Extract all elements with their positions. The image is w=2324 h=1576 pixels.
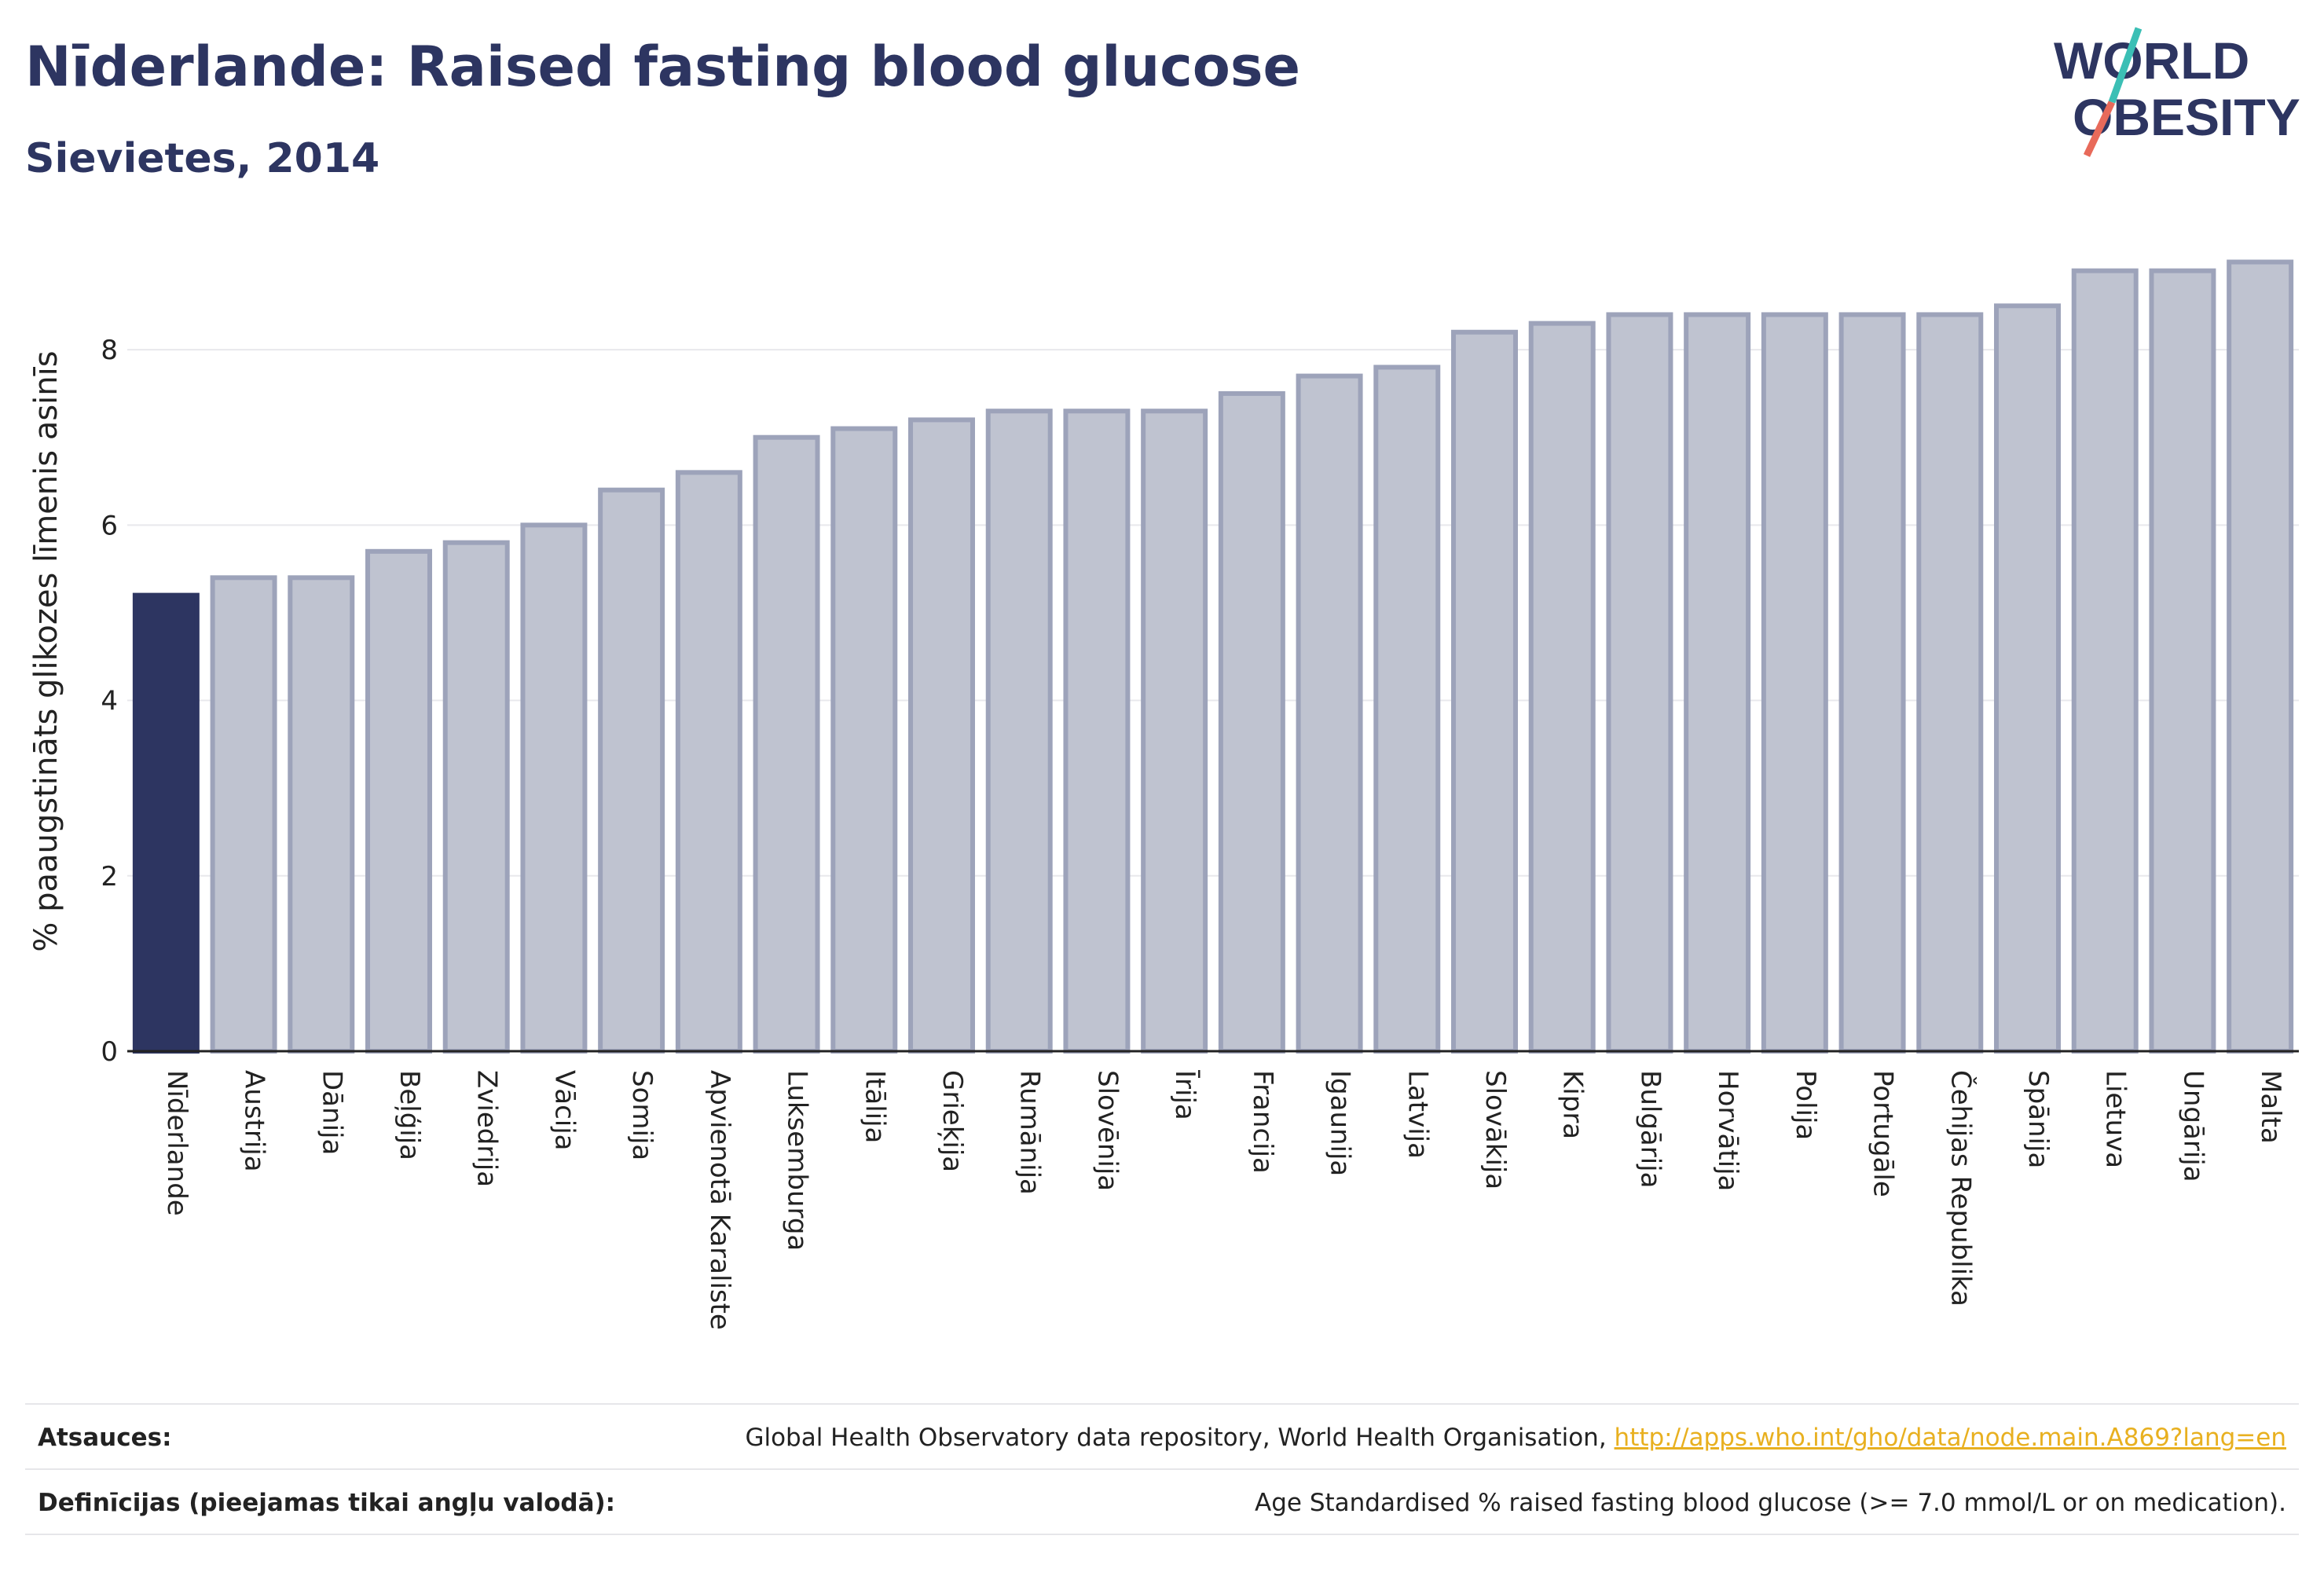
bar-17 — [1451, 329, 1518, 1054]
definitions-text: Age Standardised % raised fasting blood … — [1255, 1489, 2286, 1517]
y-tick-label: 0 — [101, 1036, 118, 1068]
bar-0 — [132, 592, 200, 1054]
logo-line1: WORLD — [2054, 31, 2249, 90]
bar-24 — [1994, 303, 2061, 1054]
y-tick-label: 8 — [101, 335, 118, 366]
x-tick-label: Latvija — [1402, 1070, 1433, 1159]
logo-slash-coral — [2083, 101, 2116, 157]
bar-20 — [1684, 312, 1751, 1054]
x-tick-label: Beļģija — [394, 1070, 425, 1160]
bar-16 — [1373, 365, 1441, 1054]
x-tick-label: Apvienotā Karaliste — [704, 1070, 735, 1330]
bar-2 — [288, 575, 355, 1054]
bar-5 — [520, 522, 588, 1054]
x-tick-label: Nīderlande — [161, 1070, 192, 1216]
logo-slash-teal — [2108, 27, 2143, 104]
sources-row: Atsauces: Global Health Observatory data… — [25, 1403, 2299, 1469]
x-tick-label: Vācija — [548, 1070, 580, 1151]
y-tick-label: 2 — [101, 861, 118, 892]
world-obesity-logo: WORLD OBESITY — [2054, 27, 2300, 157]
x-tick-label: Igaunija — [1325, 1070, 1356, 1176]
page-subtitle: Sievietes, 2014 — [25, 135, 380, 182]
x-tick-label: Malta — [2255, 1070, 2286, 1144]
bar-13 — [1141, 409, 1208, 1054]
bar-10 — [908, 417, 975, 1054]
bar-14 — [1218, 390, 1285, 1054]
x-tick-label: Rumānija — [1014, 1070, 1046, 1195]
sources-value: Global Health Observatory data repositor… — [745, 1424, 2286, 1452]
x-tick-label: Čehijas Republika — [1945, 1070, 1977, 1307]
bar-chart: 0 2 4 6 8 Nīderlande Austrija Dānija Beļģija Zvie… — [28, 259, 2299, 1330]
bar-22 — [1838, 312, 1906, 1054]
bar-15 — [1296, 373, 1363, 1054]
bar-27 — [2227, 259, 2294, 1054]
bar-26 — [2149, 268, 2216, 1054]
bar-3 — [365, 548, 432, 1054]
y-tick-label: 4 — [101, 686, 118, 717]
y-axis-label: % paaugstināts glikozes līmenis asinīs — [28, 350, 64, 951]
bar-4 — [442, 540, 510, 1054]
x-tick-label: Francija — [1247, 1070, 1278, 1174]
bar-23 — [1916, 312, 1984, 1054]
x-tick-label: Grieķija — [937, 1070, 968, 1172]
bar-1 — [210, 575, 277, 1054]
x-tick-label: Somija — [626, 1070, 658, 1160]
x-tick-label: Lietuva — [2100, 1070, 2132, 1168]
x-tick-label: Portugāle — [1868, 1070, 1899, 1197]
bar-9 — [830, 426, 898, 1054]
x-tick-label: Slovēnija — [1091, 1070, 1123, 1191]
bars — [132, 259, 2294, 1054]
x-tick-label: Itālija — [859, 1070, 890, 1143]
x-tick-label: Austrija — [239, 1070, 270, 1172]
bar-8 — [753, 434, 820, 1054]
sources-link[interactable]: http://apps.who.int/gho/data/node.main.A… — [1614, 1424, 2286, 1452]
bar-6 — [598, 487, 665, 1054]
x-tick-label: Polija — [1790, 1070, 1821, 1140]
x-tick-label: Horvātija — [1712, 1070, 1743, 1191]
x-tick-label: Īrija — [1169, 1070, 1200, 1120]
x-tick-label: Kipra — [1557, 1070, 1589, 1139]
page-title: Nīderlande: Raised fasting blood glucose — [25, 35, 1300, 99]
definitions-label: Definīcijas (pieejamas tikai angļu valod… — [38, 1489, 616, 1517]
x-tick-label: Bulgārija — [1634, 1070, 1666, 1188]
footer-divider — [25, 1534, 2299, 1535]
x-tick-label: Zviedrija — [471, 1070, 503, 1187]
definitions-row: Definīcijas (pieejamas tikai angļu valod… — [25, 1468, 2299, 1534]
bar-7 — [675, 470, 742, 1054]
x-tick-label: Dānija — [316, 1070, 347, 1155]
bar-21 — [1761, 312, 1828, 1054]
bar-12 — [1063, 409, 1131, 1054]
x-tick-label: Spānija — [2022, 1070, 2054, 1168]
y-tick-label: 6 — [101, 510, 118, 541]
x-tick-label: Ungārija — [2177, 1070, 2209, 1182]
x-tick-label: Slovākija — [1479, 1070, 1511, 1189]
bar-11 — [985, 409, 1053, 1054]
bar-19 — [1606, 312, 1673, 1054]
x-tick-label: Luksemburga — [782, 1070, 813, 1251]
bar-25 — [2071, 268, 2139, 1054]
labels: 0 2 4 6 8 Nīderlande Austrija Dānija Beļģija Zvie… — [28, 335, 2286, 1330]
sources-text: Global Health Observatory data repositor… — [745, 1424, 1615, 1452]
bar-18 — [1528, 321, 1596, 1054]
sources-label: Atsauces: — [38, 1424, 172, 1452]
